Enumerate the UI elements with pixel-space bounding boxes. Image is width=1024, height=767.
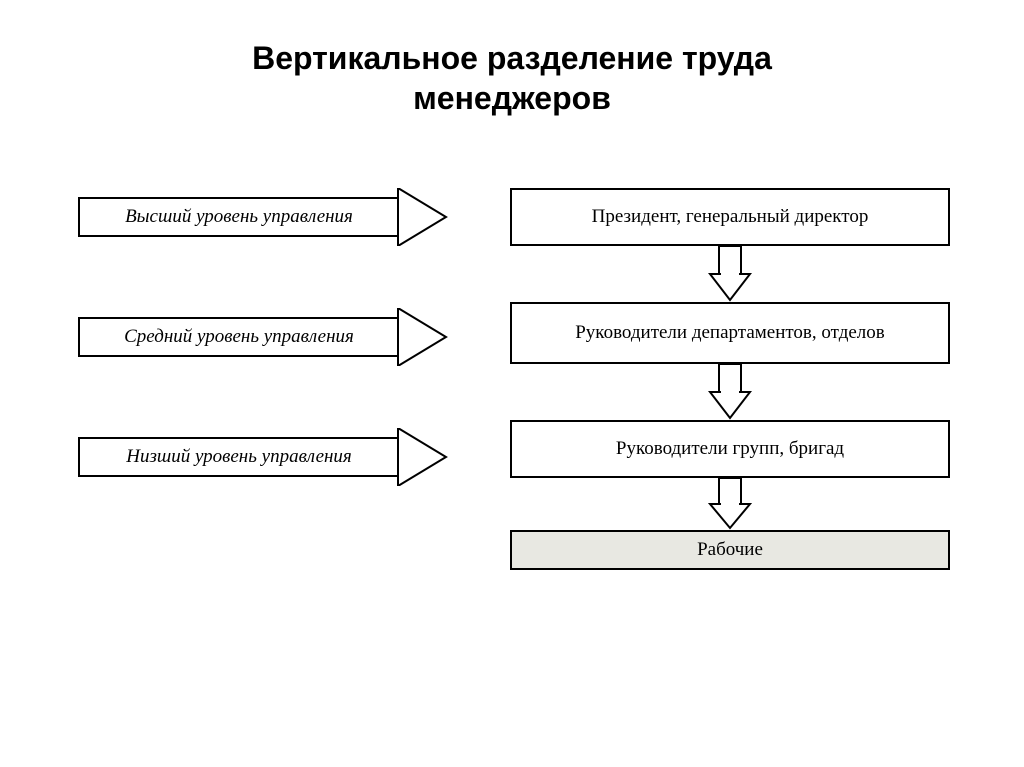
level-label-low: Низший уровень управления	[78, 437, 398, 477]
right-column: Президент, генеральный директор Руководи…	[510, 188, 950, 570]
page-title: Вертикальное разделение труда менеджеров	[0, 38, 1024, 118]
title-line-2: менеджеров	[413, 80, 611, 116]
title-line-1: Вертикальное разделение труда	[252, 40, 772, 76]
level-arrow-high: Высший уровень управления	[78, 188, 448, 246]
level-arrow-middle: Средний уровень управления	[78, 308, 448, 366]
level-label-high: Высший уровень управления	[78, 197, 398, 237]
role-box-groups: Руководители групп, бригад	[510, 420, 950, 478]
role-box-president: Президент, генеральный директор	[510, 188, 950, 246]
down-arrow-3	[510, 478, 950, 530]
arrow-down-icon	[708, 478, 752, 530]
arrow-right-icon	[396, 428, 448, 486]
arrow-right-icon	[396, 308, 448, 366]
down-arrow-2	[510, 364, 950, 420]
role-box-workers: Рабочие	[510, 530, 950, 570]
down-arrow-1	[510, 246, 950, 302]
level-label-middle: Средний уровень управления	[78, 317, 398, 357]
left-column: Высший уровень управления Средний уровен…	[78, 188, 448, 548]
arrow-down-icon	[708, 246, 752, 302]
arrow-down-icon	[708, 364, 752, 420]
arrow-right-icon	[396, 188, 448, 246]
level-arrow-low: Низший уровень управления	[78, 428, 448, 486]
role-box-departments: Руководители департаментов, отделов	[510, 302, 950, 364]
